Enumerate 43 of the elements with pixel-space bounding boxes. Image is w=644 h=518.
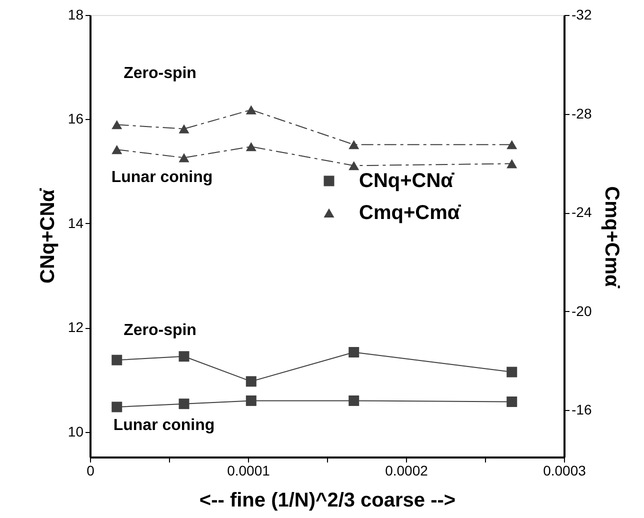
x-tick-label: 0 [86,462,95,478]
y2-tick-label: -20 [572,302,592,319]
y2-axis-title: Cmq+Cmα̇ [600,186,623,289]
point [506,159,518,168]
point [506,140,518,150]
point [178,153,190,162]
y-axis-title: CNq+CNα̇ [36,188,59,284]
legend-label: Cmq+Cmα̇ [359,202,462,224]
annotation: Lunar coning [111,169,213,186]
y-tick-label: 10 [68,423,84,440]
y-tick-label: 18 [68,6,84,22]
point [246,105,256,114]
point [112,145,122,154]
x-axis-title: <-- fine (1/N)^2/3 coarse --> [199,490,456,512]
point [178,124,190,134]
annotation: Zero-spin [124,322,196,339]
point [112,402,122,412]
y2-tick-label: -28 [572,105,592,122]
y2-tick-label: -24 [572,204,592,220]
x-tick-label: 0.0003 [543,462,586,478]
y2-tick-label: -16 [572,402,592,418]
legend-label: CNq+CNα̇ [359,170,455,192]
point [348,140,360,150]
point [348,346,360,358]
y-tick-label: 16 [68,110,84,127]
y-tick-label: 12 [68,319,84,336]
point [246,395,256,406]
y-tick-label: 14 [68,214,84,231]
point [112,120,122,130]
annotation: Zero-spin [124,65,196,82]
point [348,161,360,170]
annotation: Lunar coning [113,417,215,434]
x-tick-label: 0.0002 [385,462,428,478]
point [178,351,190,362]
point [506,366,518,378]
point [246,376,256,387]
point [506,396,518,407]
point [112,354,122,366]
point [348,395,360,406]
x-tick-label: 0.0001 [227,462,270,478]
y2-tick-label: -32 [572,6,592,22]
point [178,398,190,410]
point [246,142,256,152]
